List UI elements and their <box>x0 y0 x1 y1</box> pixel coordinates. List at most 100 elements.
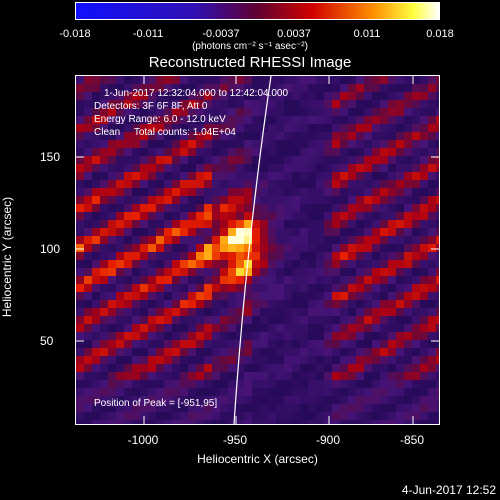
image-pixel <box>380 108 388 116</box>
image-pixel <box>436 340 439 348</box>
image-pixel <box>180 236 188 244</box>
image-pixel <box>348 268 356 276</box>
creation-timestamp: 4-Jun-2017 12:52 <box>401 483 496 497</box>
image-pixel <box>284 284 292 292</box>
image-pixel <box>188 372 196 380</box>
image-pixel <box>164 276 172 284</box>
image-pixel <box>180 404 188 412</box>
image-pixel <box>300 204 308 212</box>
image-pixel <box>124 364 132 372</box>
image-pixel <box>356 308 364 316</box>
image-pixel <box>356 276 364 284</box>
image-pixel <box>420 164 428 172</box>
image-pixel <box>372 84 380 92</box>
image-pixel <box>300 276 308 284</box>
image-pixel <box>204 244 212 252</box>
image-pixel <box>436 92 439 100</box>
image-pixel <box>356 100 364 108</box>
image-pixel <box>188 164 196 172</box>
image-pixel <box>372 188 380 196</box>
image-pixel <box>236 308 244 316</box>
image-pixel <box>292 292 300 300</box>
image-pixel <box>260 236 268 244</box>
image-pixel <box>260 140 268 148</box>
image-pixel <box>220 340 228 348</box>
image-pixel <box>308 244 316 252</box>
image-pixel <box>276 116 284 124</box>
image-pixel <box>332 396 340 404</box>
image-pixel <box>316 84 324 92</box>
image-pixel <box>436 372 439 380</box>
image-pixel <box>356 188 364 196</box>
image-pixel <box>164 212 172 220</box>
image-pixel <box>140 212 148 220</box>
image-pixel <box>292 76 300 84</box>
image-pixel <box>276 404 284 412</box>
image-pixel <box>116 284 124 292</box>
image-pixel <box>180 364 188 372</box>
image-pixel <box>92 132 100 140</box>
image-pixel <box>196 132 204 140</box>
image-pixel <box>236 164 244 172</box>
image-pixel <box>164 348 172 356</box>
image-pixel <box>180 116 188 124</box>
image-pixel <box>172 84 180 92</box>
image-pixel <box>340 172 348 180</box>
image-pixel <box>284 132 292 140</box>
image-pixel <box>356 388 364 396</box>
image-pixel <box>364 156 372 164</box>
image-pixel <box>220 172 228 180</box>
image-pixel <box>300 412 308 420</box>
image-pixel <box>308 132 316 140</box>
image-pixel <box>172 340 180 348</box>
image-pixel <box>116 92 124 100</box>
image-pixel <box>116 364 124 372</box>
image-pixel <box>356 148 364 156</box>
image-pixel <box>228 100 236 108</box>
image-pixel <box>292 196 300 204</box>
image-pixel <box>364 420 372 424</box>
image-pixel <box>164 76 172 84</box>
image-pixel <box>76 316 84 324</box>
image-pixel <box>364 396 372 404</box>
image-pixel <box>316 396 324 404</box>
image-pixel <box>428 388 436 396</box>
image-pixel <box>380 116 388 124</box>
image-pixel <box>284 276 292 284</box>
image-pixel <box>196 140 204 148</box>
image-pixel <box>204 292 212 300</box>
image-pixel <box>124 412 132 420</box>
image-pixel <box>276 156 284 164</box>
image-pixel <box>364 124 372 132</box>
image-pixel <box>324 92 332 100</box>
image-pixel <box>244 220 252 228</box>
image-pixel <box>356 284 364 292</box>
image-pixel <box>124 268 132 276</box>
image-pixel <box>332 236 340 244</box>
image-pixel <box>204 252 212 260</box>
image-pixel <box>340 356 348 364</box>
image-pixel <box>356 332 364 340</box>
image-pixel <box>412 196 420 204</box>
image-pixel <box>284 356 292 364</box>
image-pixel <box>84 388 92 396</box>
image-pixel <box>404 420 412 424</box>
image-pixel <box>316 244 324 252</box>
image-pixel <box>300 396 308 404</box>
image-pixel <box>340 308 348 316</box>
image-pixel <box>228 412 236 420</box>
image-pixel <box>236 252 244 260</box>
image-pixel <box>100 308 108 316</box>
image-pixel <box>324 284 332 292</box>
image-pixel <box>284 92 292 100</box>
image-pixel <box>340 116 348 124</box>
image-pixel <box>116 132 124 140</box>
image-pixel <box>252 284 260 292</box>
image-pixel <box>428 412 436 420</box>
image-pixel <box>228 340 236 348</box>
image-pixel <box>196 260 204 268</box>
image-pixel <box>340 292 348 300</box>
image-pixel <box>164 404 172 412</box>
image-pixel <box>156 412 164 420</box>
image-pixel <box>324 156 332 164</box>
